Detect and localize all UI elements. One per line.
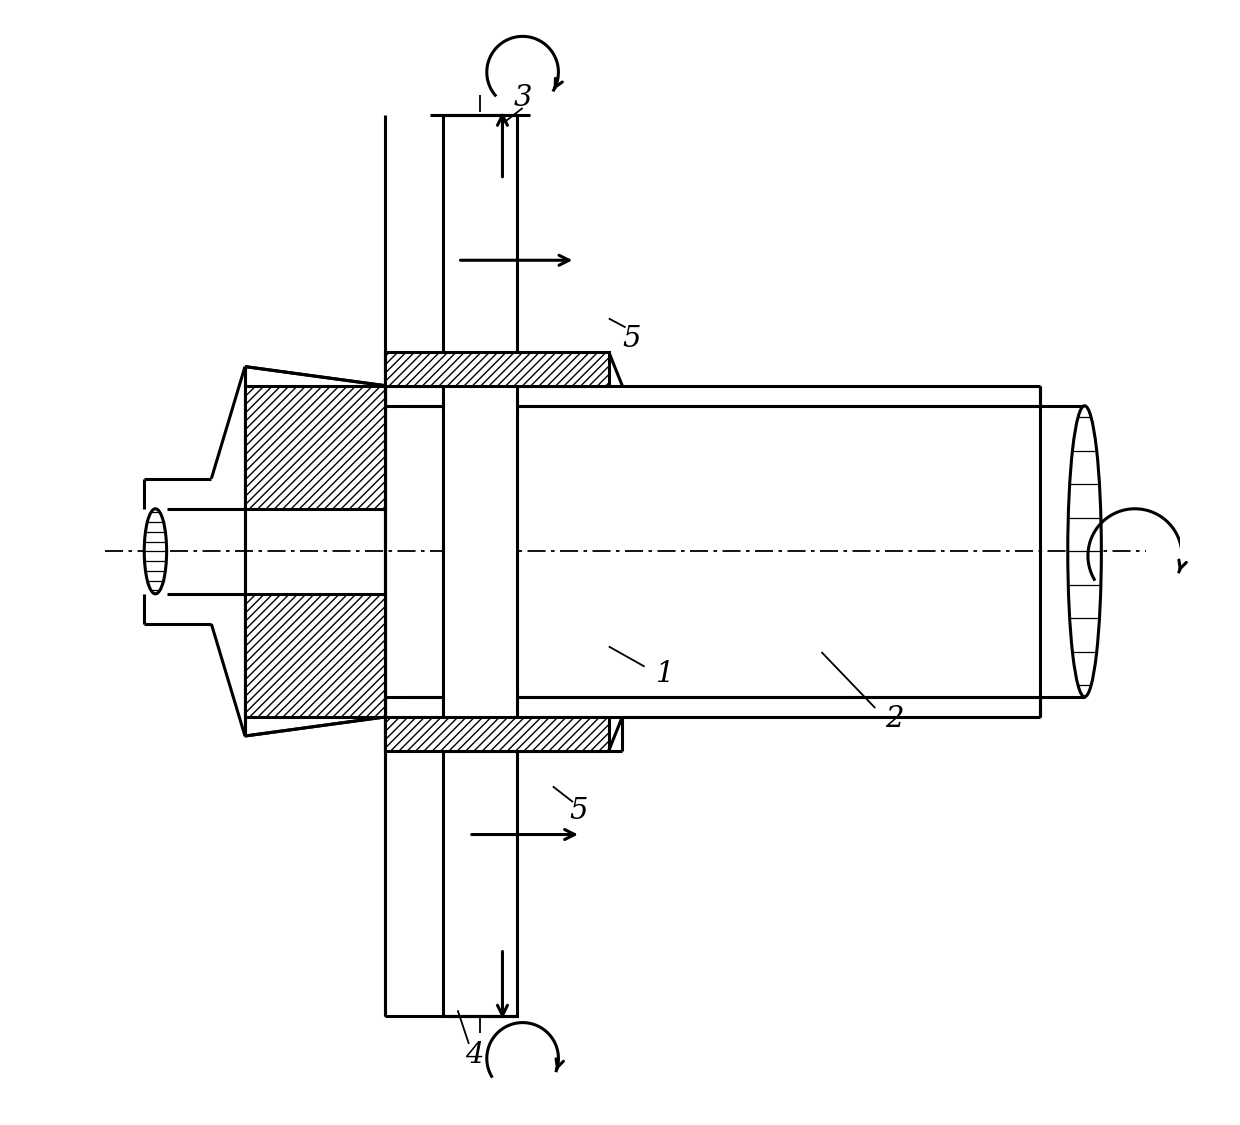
Bar <box>384 352 609 386</box>
Text: 5: 5 <box>569 796 588 825</box>
Bar <box>384 717 609 750</box>
Text: 3: 3 <box>513 84 532 111</box>
Bar <box>246 594 384 717</box>
Ellipse shape <box>144 508 166 594</box>
Bar <box>246 594 384 717</box>
Text: 2: 2 <box>885 705 904 734</box>
Bar <box>246 386 384 509</box>
Bar <box>443 115 517 750</box>
Bar <box>384 352 609 386</box>
Bar <box>246 386 384 509</box>
Bar <box>384 717 609 750</box>
Bar <box>443 352 517 1016</box>
Ellipse shape <box>1068 406 1101 696</box>
Text: 5: 5 <box>622 325 640 352</box>
Text: 1: 1 <box>656 660 675 688</box>
Text: 4: 4 <box>465 1041 484 1069</box>
